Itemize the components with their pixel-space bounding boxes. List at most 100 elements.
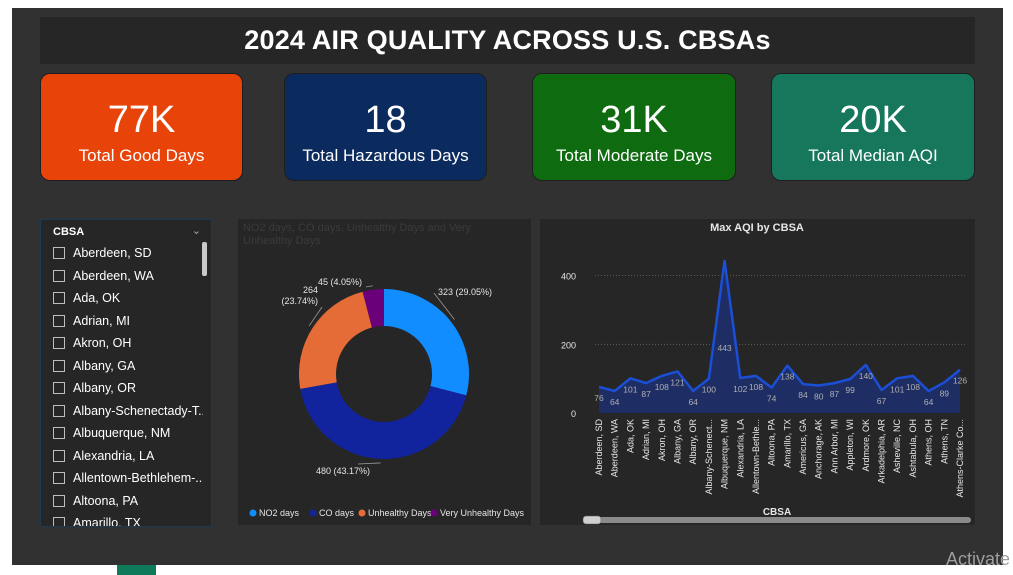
data-point[interactable] (895, 376, 900, 381)
leader-line (433, 292, 455, 320)
legend-label[interactable]: Unhealthy Days (368, 508, 432, 518)
page-tab-indicator[interactable] (117, 565, 156, 575)
checkbox[interactable] (53, 314, 65, 327)
x-tick-label: Albany, OR (688, 419, 698, 465)
checkbox[interactable] (53, 449, 65, 462)
slicer-item[interactable]: Allentown-Bethlehem-... (53, 467, 203, 490)
series-line[interactable] (598, 259, 961, 393)
data-point[interactable] (832, 381, 837, 386)
checkbox[interactable] (53, 292, 65, 305)
slicer-item-label: Aberdeen, SD (73, 246, 152, 261)
checkbox[interactable] (53, 427, 65, 440)
data-point[interactable] (628, 376, 633, 381)
legend-label[interactable]: CO days (319, 508, 355, 518)
donut-slice[interactable] (362, 289, 384, 328)
checkbox[interactable] (53, 517, 65, 526)
x-tick-label: Ashtabula, OH (908, 419, 918, 478)
slicer-item[interactable]: Amarillo, TX (53, 512, 203, 527)
data-point[interactable] (910, 373, 915, 378)
chevron-down-icon[interactable]: ⌄ (191, 225, 201, 237)
x-tick-label: Ardmore, OK (861, 419, 871, 472)
checkbox[interactable] (53, 337, 65, 350)
checkbox[interactable] (53, 404, 65, 417)
checkbox[interactable] (53, 382, 65, 395)
legend-label[interactable]: Very Unhealthy Days (440, 508, 525, 518)
donut-slice[interactable] (384, 289, 469, 396)
data-point[interactable] (738, 375, 743, 380)
slicer-scrollbar[interactable] (202, 242, 207, 276)
data-label: 84 (798, 390, 808, 400)
legend-marker (249, 509, 257, 517)
slicer-item[interactable]: Alexandria, LA (53, 445, 203, 468)
data-point[interactable] (722, 258, 727, 263)
cbsa-slicer[interactable]: CBSA ⌄ Aberdeen, SD Aberdeen, WA Ada, OK Ad… (40, 219, 212, 527)
data-label: 480 (43.17%) (316, 466, 370, 476)
data-label: 264 (23.74%) (281, 285, 318, 306)
data-point[interactable] (816, 383, 821, 388)
kpi-value: 18 (364, 99, 407, 141)
data-point[interactable] (863, 362, 868, 367)
donut-slice[interactable] (299, 291, 372, 389)
kpi-card-moderate-days[interactable]: 31K Total Moderate Days (532, 73, 736, 181)
checkbox[interactable] (53, 494, 65, 507)
data-point[interactable] (706, 376, 711, 381)
data-point[interactable] (769, 385, 774, 390)
kpi-card-hazardous-days[interactable]: 18 Total Hazardous Days (284, 73, 487, 181)
slicer-item[interactable]: Albany-Schenectady-T... (53, 400, 203, 423)
data-point[interactable] (659, 373, 664, 378)
data-point[interactable] (879, 387, 884, 392)
leader-line (357, 462, 381, 465)
slicer-item-label: Albany, GA (73, 358, 136, 373)
data-label: 64 (688, 397, 698, 407)
kpi-card-good-days[interactable]: 77K Total Good Days (40, 73, 243, 181)
data-point[interactable] (644, 381, 649, 386)
area-fill (599, 260, 960, 413)
checkbox[interactable] (53, 247, 65, 260)
x-tick-label: Ann Arbor, MI (829, 419, 839, 474)
y-tick-label: 200 (561, 340, 576, 350)
x-tick-label: Akron, OH (657, 419, 667, 461)
scrollbar-thumb[interactable] (582, 515, 602, 525)
slicer-item-label: Amarillo, TX (73, 516, 141, 527)
data-point[interactable] (926, 389, 931, 394)
slicer-item[interactable]: Albuquerque, NM (53, 422, 203, 445)
donut-title: NO2 days, CO days, Unhealthy Days and Ve… (243, 222, 472, 247)
slicer-title: CBSA (53, 226, 85, 238)
slicer-item[interactable]: Albany, GA (53, 355, 203, 378)
data-point[interactable] (848, 376, 853, 381)
x-tick-label: Aberdeen, SD (594, 419, 604, 476)
kpi-card-median-aqi[interactable]: 20K Total Median AQI (771, 73, 975, 181)
data-point[interactable] (785, 363, 790, 368)
checkbox[interactable] (53, 359, 65, 372)
data-label: 108 (655, 382, 669, 392)
slicer-item[interactable]: Adrian, MI (53, 310, 203, 333)
slicer-item[interactable]: Ada, OK (53, 287, 203, 310)
slicer-item-label: Albany-Schenectady-T... (73, 403, 203, 418)
data-point[interactable] (753, 373, 758, 378)
legend-label[interactable]: NO2 days (259, 508, 300, 518)
horizontal-scrollbar[interactable] (583, 517, 971, 523)
slicer-item-label: Aberdeen, WA (73, 268, 154, 283)
data-point[interactable] (675, 369, 680, 374)
kpi-label: Total Good Days (78, 146, 205, 165)
data-label: 64 (610, 397, 620, 407)
data-label: 101 (623, 384, 637, 394)
donut-slice[interactable] (300, 382, 467, 459)
slicer-item[interactable]: Aberdeen, WA (53, 265, 203, 288)
data-label: 121 (670, 377, 684, 387)
data-point[interactable] (597, 384, 602, 389)
slicer-item[interactable]: Akron, OH (53, 332, 203, 355)
data-point[interactable] (612, 389, 617, 394)
data-point[interactable] (691, 389, 696, 394)
slicer-item[interactable]: Albany, OR (53, 377, 203, 400)
data-point[interactable] (958, 367, 963, 372)
data-point[interactable] (801, 382, 806, 387)
legend-marker (309, 509, 317, 517)
x-tick-label: Americus, GA (798, 419, 808, 475)
data-point[interactable] (942, 380, 947, 385)
checkbox[interactable] (53, 269, 65, 282)
x-tick-label: Amarillo, TX (782, 419, 792, 468)
slicer-item[interactable]: Aberdeen, SD (53, 242, 203, 265)
slicer-item[interactable]: Altoona, PA (53, 490, 203, 513)
checkbox[interactable] (53, 472, 65, 485)
